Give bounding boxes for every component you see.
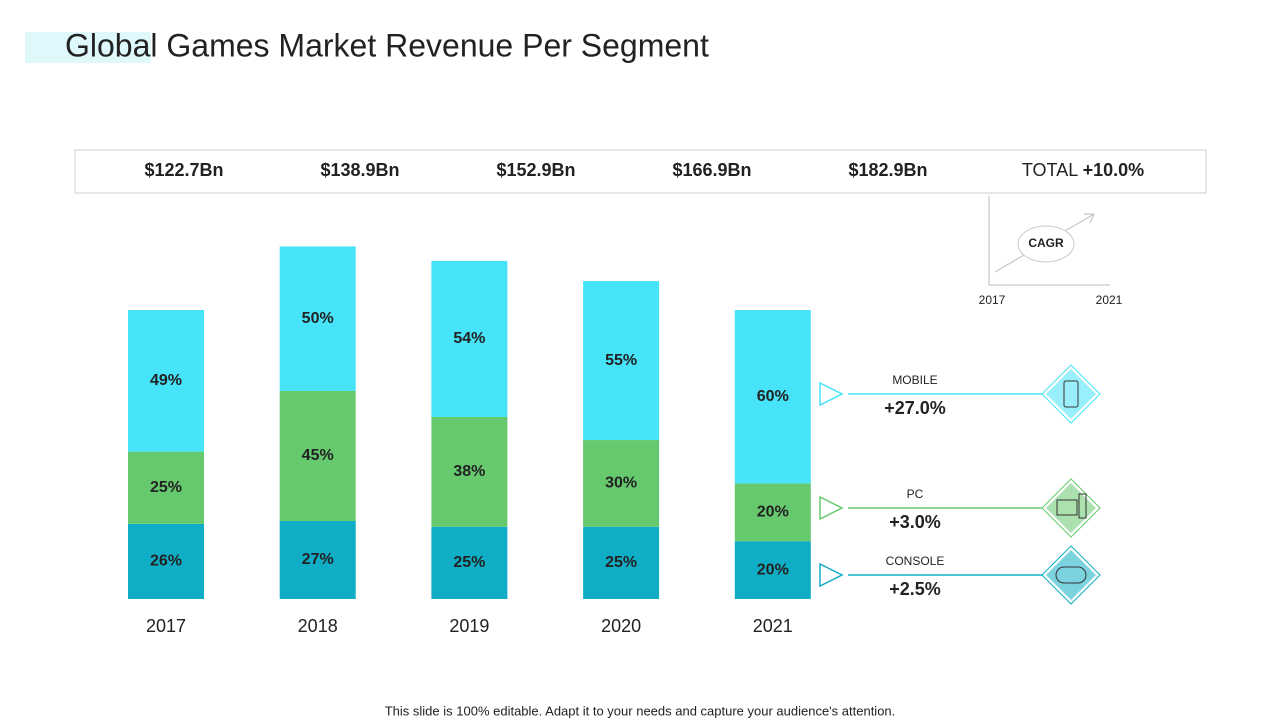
value-label: 45% [302,447,334,464]
cagr-label: CAGR [1028,236,1064,250]
value-label: 60% [757,388,789,405]
revenue-label: $182.9Bn [848,160,927,180]
title: Global Games Market Revenue Per Segment [65,27,709,63]
revenue-label: $166.9Bn [672,160,751,180]
value-label: 25% [453,554,485,571]
legend-label: PC [907,487,924,501]
value-label: 49% [150,372,182,389]
value-label: 50% [302,310,334,327]
bar-segment [279,246,356,391]
x-tick-label: 2018 [298,616,338,636]
x-tick-label: 2017 [146,616,186,636]
x-tick-label: 2020 [601,616,641,636]
value-label: 30% [605,475,637,492]
icon-diamond [1046,550,1096,600]
title-accent [25,32,151,63]
value-label: 54% [453,330,485,347]
value-label: 26% [150,553,182,570]
cagr-end: 2021 [1096,293,1123,307]
bar-segment [734,310,811,484]
value-label: 25% [605,554,637,571]
total-growth: +10.0% [1083,160,1145,180]
bar-segment [128,523,204,599]
callout-triangle [819,495,844,521]
value-label: 25% [150,479,182,496]
value-label: 55% [605,352,637,369]
callout-triangle [819,381,844,407]
bar-segment [128,451,204,524]
icon-diamond [1046,369,1096,419]
value-label: 27% [302,551,334,568]
legend-growth: +3.0% [889,512,941,532]
revenue-label: $122.7Bn [144,160,223,180]
x-tick-label: 2021 [753,616,793,636]
pc-icon [1056,499,1078,516]
bar-segment [431,416,508,527]
revenue-label: $138.9Bn [320,160,399,180]
bar-segment [583,440,660,527]
bar-segment [431,526,508,599]
footer: This slide is 100% editable. Adapt it to… [385,703,896,718]
phone-icon [1063,380,1079,408]
revenue-box [74,149,1207,194]
legend-label: MOBILE [892,373,937,387]
legend-label: CONSOLE [886,554,945,568]
revenue-label: $152.9Bn [496,160,575,180]
x-tick-label: 2019 [449,616,489,636]
total-word: TOTAL [1022,160,1078,180]
bar-segment [734,541,811,599]
bar-segment [128,310,204,452]
value-label: 20% [757,504,789,521]
cagr-arrowhead [1084,213,1095,224]
bar-segment [583,281,660,441]
bar-segment [279,390,356,521]
cagr-diagram: CAGR 2017 2021 [979,196,1123,307]
value-label: 38% [453,463,485,480]
cagr-bubble [1017,225,1075,263]
bar-segment [734,483,811,542]
bar-segment [431,260,508,417]
total-label: TOTAL +10.0% [1022,160,1144,180]
cagr-start: 2017 [979,293,1006,307]
icon-diamond [1046,483,1096,533]
pc-tower [1078,493,1087,519]
legend-growth: +27.0% [884,398,946,418]
legend-growth: +2.5% [889,579,941,599]
value-label: 20% [757,561,789,578]
bar-segment [583,526,660,599]
callout-triangle [819,562,844,588]
bar-segment [279,520,356,599]
gamepad-icon [1055,566,1087,584]
